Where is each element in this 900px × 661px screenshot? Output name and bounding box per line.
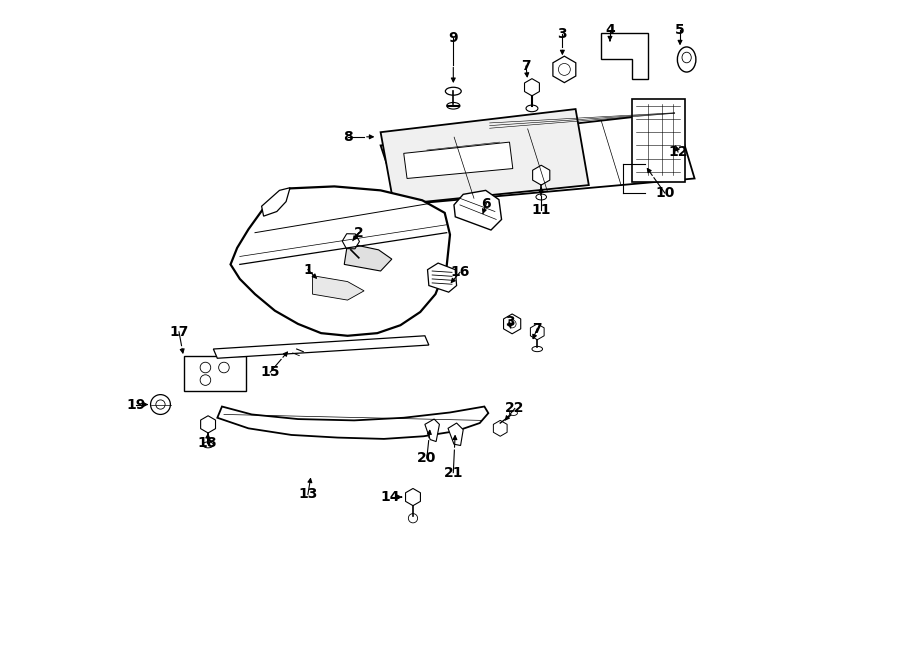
Polygon shape: [312, 276, 364, 300]
Text: 15: 15: [260, 365, 280, 379]
Text: 5: 5: [675, 22, 685, 37]
Circle shape: [558, 63, 571, 75]
Ellipse shape: [532, 346, 543, 352]
Text: 3: 3: [505, 315, 514, 329]
Ellipse shape: [655, 125, 668, 139]
Polygon shape: [454, 190, 501, 230]
Text: 4: 4: [605, 22, 615, 37]
Text: 20: 20: [418, 451, 436, 465]
Text: 14: 14: [381, 490, 400, 504]
Ellipse shape: [446, 102, 460, 109]
Ellipse shape: [446, 87, 461, 95]
Text: 19: 19: [126, 397, 146, 412]
Text: 7: 7: [521, 59, 531, 73]
Polygon shape: [600, 33, 648, 79]
Polygon shape: [262, 188, 290, 216]
Ellipse shape: [536, 194, 546, 200]
Ellipse shape: [682, 52, 691, 63]
Ellipse shape: [669, 141, 680, 156]
Text: 11: 11: [532, 203, 551, 217]
Text: 9: 9: [448, 31, 458, 46]
Polygon shape: [425, 419, 439, 442]
Text: 7: 7: [533, 321, 542, 336]
Polygon shape: [230, 186, 450, 336]
Polygon shape: [213, 336, 428, 358]
Text: 8: 8: [343, 130, 353, 144]
Ellipse shape: [678, 47, 696, 72]
Text: 22: 22: [505, 401, 525, 416]
Circle shape: [219, 362, 230, 373]
Circle shape: [409, 514, 418, 523]
Text: 21: 21: [444, 465, 464, 480]
Circle shape: [150, 395, 170, 414]
Text: 17: 17: [169, 325, 189, 339]
Polygon shape: [184, 356, 247, 391]
Text: 16: 16: [450, 265, 470, 280]
Polygon shape: [381, 109, 589, 205]
Polygon shape: [404, 142, 513, 178]
Text: 2: 2: [354, 225, 364, 240]
Text: 12: 12: [669, 145, 688, 159]
Text: 13: 13: [298, 487, 318, 502]
Circle shape: [200, 375, 211, 385]
Circle shape: [200, 362, 211, 373]
Text: 10: 10: [655, 186, 674, 200]
Ellipse shape: [202, 442, 213, 448]
Ellipse shape: [526, 105, 538, 112]
Polygon shape: [381, 112, 695, 205]
Circle shape: [508, 320, 516, 328]
Polygon shape: [448, 423, 464, 446]
Text: 6: 6: [482, 196, 491, 211]
Circle shape: [156, 400, 165, 409]
Polygon shape: [217, 407, 489, 439]
Polygon shape: [428, 263, 456, 292]
Text: 18: 18: [198, 436, 217, 450]
Polygon shape: [344, 243, 392, 271]
Ellipse shape: [509, 410, 518, 416]
Polygon shape: [632, 99, 685, 182]
Text: 1: 1: [303, 262, 313, 277]
Text: 3: 3: [558, 27, 567, 42]
